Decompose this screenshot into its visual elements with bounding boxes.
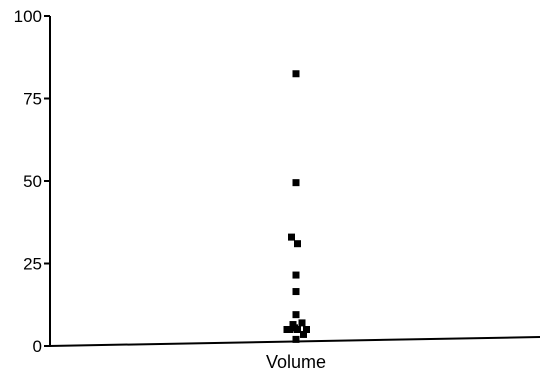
data-point [300, 330, 307, 338]
y-tick-label: 25 [23, 255, 42, 274]
data-point [292, 335, 300, 343]
x-categories-group: Volume [266, 352, 326, 372]
y-ticks-group: 0 25 50 75 100 [14, 7, 50, 356]
y-tick-label: 100 [14, 7, 42, 26]
data-point [292, 70, 300, 78]
data-point [292, 271, 300, 279]
y-tick-label: 0 [33, 337, 42, 356]
data-point [292, 311, 300, 319]
data-point [286, 326, 294, 333]
data-point [303, 326, 310, 333]
y-tick-label: 50 [23, 172, 42, 191]
y-tick-label: 75 [23, 90, 42, 109]
data-point [294, 240, 301, 248]
data-point [292, 179, 300, 187]
data-point [294, 326, 301, 333]
x-category-label: Volume [266, 352, 326, 372]
data-point [298, 319, 306, 327]
data-point [292, 288, 300, 296]
data-points-group [283, 70, 310, 343]
data-point [288, 233, 295, 241]
